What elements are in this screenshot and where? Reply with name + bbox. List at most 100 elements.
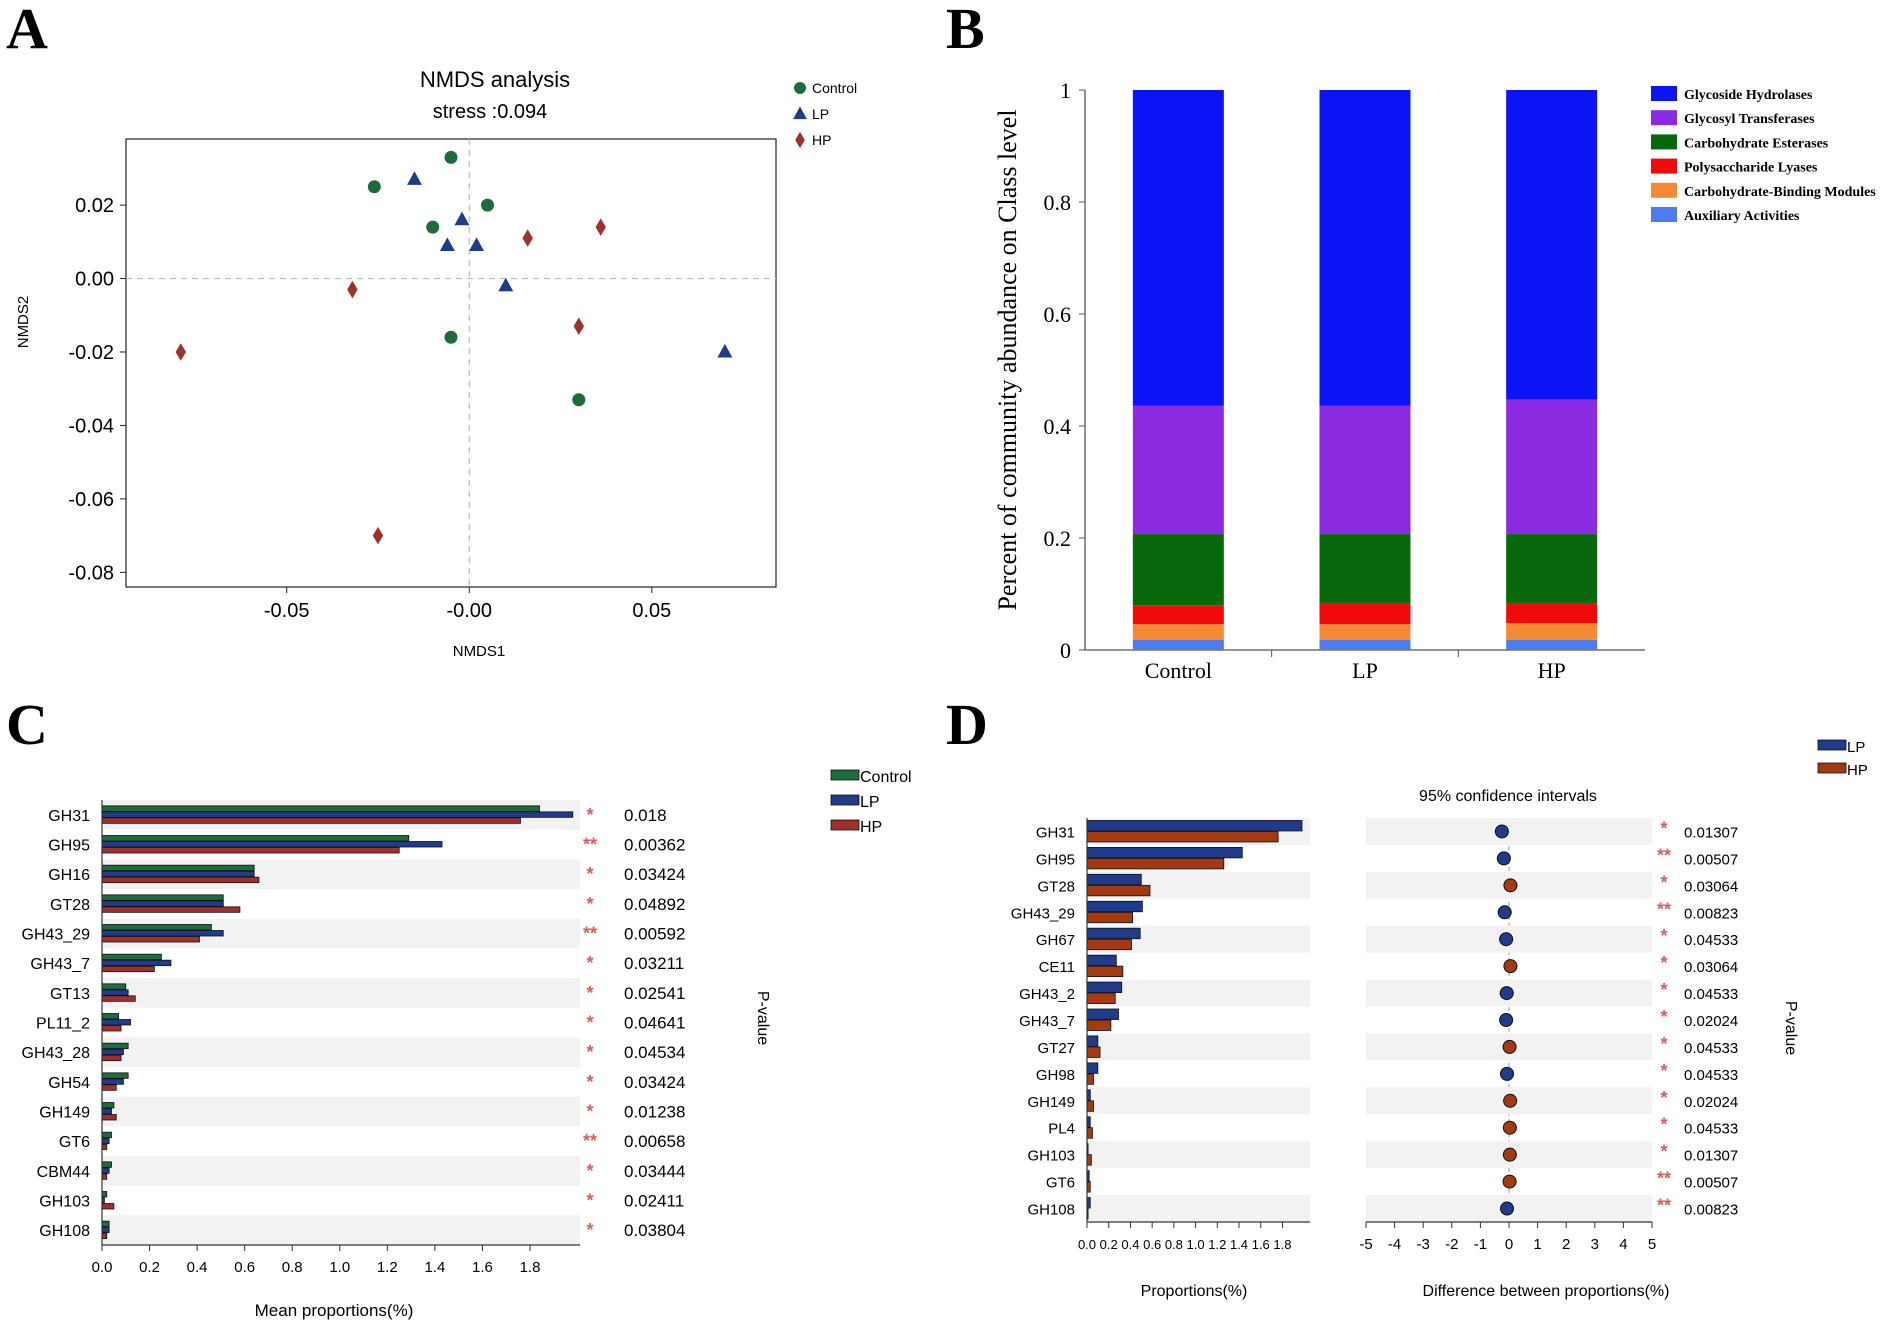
cazy-means-significance-stars: *: [586, 1042, 593, 1062]
cazy-means-bar-hp: [101, 1203, 115, 1210]
lp-hp-x-tick-label: 1.0: [1187, 1237, 1205, 1252]
cazy-means-bar-hp: [101, 1143, 108, 1151]
cazy-means-bar-control: [101, 1131, 112, 1139]
ci-difference-point: [1503, 959, 1518, 974]
lp-hp-bar-lp: [1086, 1062, 1099, 1074]
cazy-means-bar-lp: [101, 841, 443, 848]
nmds-legend-marker-lp: [793, 106, 807, 120]
class-abundance-bar-segment: [1132, 624, 1224, 640]
ci-x-tick-label: -1: [1474, 1236, 1487, 1253]
cazy-means-bar-hp: [101, 1025, 122, 1032]
cazy-means-category-label: GT6: [59, 1134, 90, 1151]
cazy-means-bar-lp: [101, 1048, 124, 1056]
cazy-means-bar-lp: [101, 811, 574, 818]
lp-hp-category-label: GH149: [1027, 1094, 1075, 1111]
cazy-means-x-tick-label: 1.8: [520, 1259, 541, 1276]
lp-hp-pvalue: 0.00823: [1684, 1202, 1738, 1219]
cazy-means-significance-stars: *: [586, 894, 593, 914]
nmds-point-hp: [595, 218, 606, 236]
lp-hp-category-label: GT6: [1046, 1175, 1075, 1192]
lp-hp-category-label: GH108: [1027, 1202, 1075, 1219]
ci-x-tick-label: -3: [1417, 1236, 1430, 1253]
nmds-point-control: [481, 198, 495, 212]
lp-hp-x-tick-label: 0.4: [1121, 1237, 1139, 1252]
lp-hp-significance-stars: *: [1660, 1142, 1667, 1162]
nmds-subtitle: stress :0.094: [433, 101, 548, 123]
cazy-means-pvalue: 0.04641: [624, 1014, 685, 1033]
cazy-means-bar-hp: [101, 847, 400, 854]
nmds-x-tick-label: 0.05: [632, 600, 671, 622]
cazy-means-bar-hp: [101, 1173, 108, 1180]
class-abundance-bar-segment: [1132, 639, 1224, 650]
cazy-means-bar-hp: [101, 1054, 122, 1062]
lp-hp-x-tick-label: 0.8: [1165, 1237, 1183, 1252]
lp-hp-bar-hp: [1086, 1100, 1094, 1112]
cazy-means-significance-stars: *: [586, 953, 593, 973]
ci-row-band: [1366, 818, 1652, 845]
nmds-point-lp: [717, 343, 733, 358]
cazy-means-category-label: GH95: [48, 838, 90, 855]
lp-hp-significance-stars: *: [1660, 1088, 1667, 1108]
lp-hp-pvalue: 0.00507: [1684, 1175, 1738, 1192]
cazy-means-legend-swatch-hp: [830, 819, 860, 831]
nmds-x-axis-label: NMDS1: [453, 643, 506, 660]
class-abundance-bar-segment: [1506, 90, 1598, 400]
ci-difference-point: [1499, 1201, 1514, 1216]
cazy-means-bar-lp: [101, 1137, 110, 1145]
cazy-means-pvalue: 0.02541: [624, 984, 685, 1003]
lp-hp-bar-hp: [1086, 992, 1116, 1004]
panel-label-a: A: [6, 0, 48, 61]
ci-difference-point: [1499, 1013, 1514, 1027]
cazy-means-x-tick-label: 1.6: [472, 1259, 493, 1276]
class-abundance-bar-segment: [1319, 534, 1411, 603]
lp-hp-pvalue: 0.04533: [1684, 1121, 1738, 1138]
cazy-means-significance-stars: *: [586, 1013, 593, 1033]
nmds-point-hp: [175, 343, 186, 361]
lp-hp-significance-stars: *: [1660, 980, 1667, 1000]
cazy-means-row-band: [102, 978, 580, 1008]
ci-x-tick-label: 2: [1562, 1236, 1570, 1253]
cazy-means-row-band: [102, 1037, 580, 1067]
lp-hp-bar-hp: [1086, 965, 1124, 978]
cazy-means-significance-stars: **: [583, 924, 597, 944]
panel-label-d: D: [946, 692, 988, 757]
class-abundance-bar-segment: [1132, 605, 1224, 625]
class-abundance-legend-swatch: [1651, 207, 1677, 222]
cazy-means-bar-lp: [101, 1108, 112, 1115]
cazy-means-bar-lp: [101, 870, 255, 878]
ci-title: 95% confidence intervals: [1419, 788, 1597, 805]
cazy-means-significance-stars: *: [586, 1161, 593, 1181]
ci-x-axis-label: Difference between proportions(%): [1423, 1283, 1670, 1300]
cazy-means-bar-control: [101, 1072, 129, 1079]
cazy-means-bar-control: [101, 983, 127, 990]
class-abundance-legend-label: Glycoside Hydrolases: [1684, 88, 1813, 103]
lp-hp-pvalue: 0.04533: [1684, 986, 1738, 1003]
cazy-means-bar-lp: [101, 989, 129, 996]
cazy-means-row-band: [102, 1156, 580, 1186]
cazy-means-category-label: GT13: [50, 986, 90, 1003]
cazy-means-bar-control: [101, 953, 162, 961]
cazy-means-bar-control: [101, 1042, 129, 1050]
lp-hp-bar-hp: [1086, 911, 1134, 924]
cazy-means-bar-lp: [101, 900, 224, 907]
cazy-means-bar-hp: [101, 995, 136, 1002]
lp-hp-significance-stars: *: [1660, 872, 1667, 892]
lp-hp-row-band: [1087, 1033, 1310, 1061]
cazy-means-significance-stars: *: [586, 983, 593, 1003]
nmds-point-lp: [407, 171, 422, 185]
cazy-means-category-label: GH31: [48, 808, 90, 825]
nmds-y-axis-label: NMDS2: [15, 296, 32, 349]
lp-hp-significance-stars: *: [1660, 926, 1667, 946]
lp-hp-x-tick-label: 1.8: [1273, 1237, 1291, 1252]
class-abundance-legend-label: Polysaccharide Lyases: [1684, 161, 1818, 176]
cazy-means-bar-lp: [101, 1019, 131, 1026]
cazy-means-significance-stars: *: [586, 1072, 593, 1092]
nmds-legend-label-control: Control: [812, 80, 857, 96]
lp-hp-significance-stars: **: [1657, 845, 1671, 865]
cazy-means-bar-control: [101, 1013, 120, 1020]
class-abundance-y-tick-label: 0.6: [1044, 302, 1072, 327]
lp-hp-category-label: GH31: [1036, 824, 1075, 841]
nmds-point-control: [572, 393, 586, 407]
lp-hp-significance-stars: *: [1660, 1115, 1667, 1135]
